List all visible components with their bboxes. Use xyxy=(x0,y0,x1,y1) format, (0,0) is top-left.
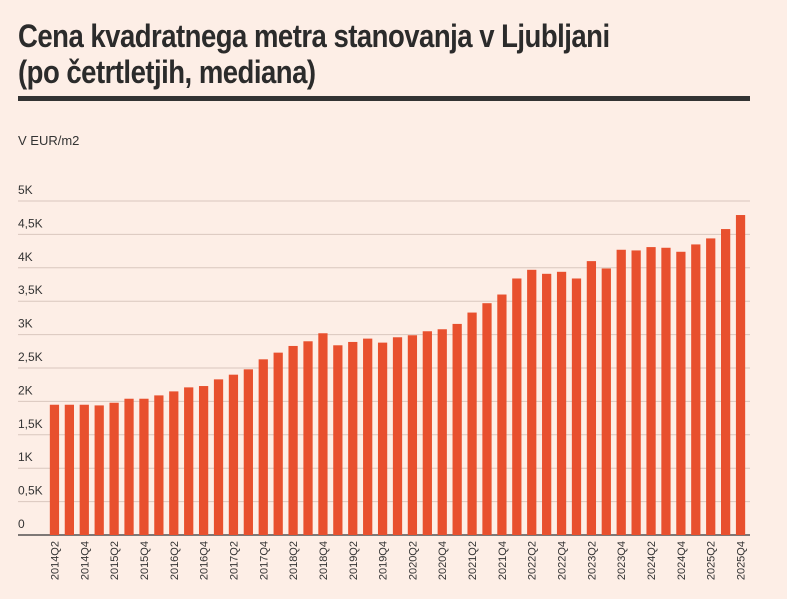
x-tick-label: 2019Q4 xyxy=(378,541,390,580)
bar-2020Q2 xyxy=(407,335,418,535)
bar-2025Q1 xyxy=(691,244,701,536)
bar-2020Q4 xyxy=(437,329,447,535)
bar-2015Q1 xyxy=(94,405,104,535)
y-tick-label: 2K xyxy=(18,383,33,397)
x-tick-label: 2015Q2 xyxy=(109,541,121,580)
x-tick-label: 2022Q4 xyxy=(557,541,569,580)
bar-2019Q4 xyxy=(377,342,388,535)
y-tick-label: 3,5K xyxy=(18,283,43,297)
bar-2021Q2 xyxy=(467,312,477,535)
bar-2016Q1 xyxy=(154,395,164,535)
y-tick-label: 4K xyxy=(18,250,33,264)
bars xyxy=(49,215,746,536)
bar-2019Q3 xyxy=(363,338,373,535)
y-tick-label: 0,5K xyxy=(18,484,43,498)
bar-2021Q1 xyxy=(452,323,462,535)
bar-2019Q2 xyxy=(348,341,358,535)
bar-2022Q1 xyxy=(512,278,522,535)
x-tick-label: 2025Q4 xyxy=(736,541,748,580)
bar-2024Q2 xyxy=(646,247,656,535)
x-tick-label: 2014Q2 xyxy=(49,541,61,580)
x-tick-label: 2020Q4 xyxy=(437,541,449,580)
bar-2023Q4 xyxy=(616,249,626,535)
x-tick-label: 2024Q4 xyxy=(676,541,688,580)
bar-2017Q4 xyxy=(258,359,268,535)
x-axis-tick-labels: 2014Q2 2014Q4 2015Q2 2015Q4 2016Q2 2016Q4 2017… xyxy=(49,541,747,580)
x-tick-label: 2020Q2 xyxy=(407,541,419,580)
y-tick-label: 2,5K xyxy=(18,350,43,364)
bar-2025Q4 xyxy=(735,215,746,535)
x-tick-label: 2022Q2 xyxy=(527,541,539,580)
x-tick-label: 2017Q2 xyxy=(228,541,240,580)
bar-2015Q2 xyxy=(109,402,119,535)
x-tick-label: 2016Q2 xyxy=(169,541,181,580)
bar-2017Q1 xyxy=(213,379,224,535)
bar-2024Q4 xyxy=(676,251,686,535)
bar-2019Q1 xyxy=(333,345,343,535)
x-tick-label: 2019Q2 xyxy=(348,541,360,580)
y-tick-label: 1,5K xyxy=(18,417,43,431)
bar-2023Q3 xyxy=(601,268,611,535)
x-tick-label: 2024Q2 xyxy=(646,541,658,580)
bar-2020Q3 xyxy=(422,331,432,535)
bar-2022Q2 xyxy=(527,269,537,535)
x-tick-label: 2015Q4 xyxy=(139,541,151,580)
bar-2018Q1 xyxy=(273,352,283,535)
y-tick-label: 4,5K xyxy=(18,216,43,230)
bar-2014Q4 xyxy=(79,404,89,535)
x-tick-label: 2021Q2 xyxy=(467,541,479,580)
bar-2016Q2 xyxy=(169,391,179,535)
bar-2023Q1 xyxy=(571,278,582,535)
x-tick-label: 2014Q4 xyxy=(79,541,91,580)
y-tick-label: 3K xyxy=(18,317,33,331)
x-tick-label: 2021Q4 xyxy=(497,541,509,580)
x-tick-label: 2023Q4 xyxy=(616,541,628,580)
bar-2024Q3 xyxy=(661,247,671,535)
bar-2022Q3 xyxy=(542,273,552,535)
x-tick-label: 2018Q4 xyxy=(318,541,330,580)
bar-2021Q3 xyxy=(482,303,492,535)
bar-2020Q1 xyxy=(392,337,403,535)
y-tick-label: 0 xyxy=(18,517,25,531)
bar-2025Q3 xyxy=(721,229,731,535)
bar-2015Q3 xyxy=(124,398,134,535)
bar-2025Q2 xyxy=(706,238,716,535)
y-axis-tick-labels: 0 0,5K 1K 1,5K 2K 2,5K 3K 3,5K 4K 4,5K 5K xyxy=(18,183,43,531)
y-tick-label: 1K xyxy=(18,450,33,464)
bar-2017Q2 xyxy=(228,374,239,535)
x-tick-label: 2025Q2 xyxy=(706,541,718,580)
x-tick-label: 2016Q4 xyxy=(199,541,211,580)
bar-2023Q2 xyxy=(586,261,597,535)
x-tick-label: 2018Q2 xyxy=(288,541,300,580)
bar-2022Q4 xyxy=(556,271,567,535)
chart-title: Cena kvadratnega metra stanovanja v Ljub… xyxy=(18,18,610,90)
bar-2015Q4 xyxy=(139,398,149,535)
y-axis-unit-label: V EUR/m2 xyxy=(18,133,80,148)
bar-2021Q4 xyxy=(497,294,507,535)
bar-2018Q2 xyxy=(288,345,298,535)
title-divider xyxy=(18,96,750,101)
bar-2017Q3 xyxy=(243,369,253,535)
bar-2018Q4 xyxy=(318,333,328,535)
y-tick-label: 5K xyxy=(18,183,33,197)
x-tick-label: 2017Q4 xyxy=(258,541,270,580)
bar-2016Q3 xyxy=(184,387,194,535)
bar-2016Q4 xyxy=(198,386,209,535)
x-tick-label: 2023Q2 xyxy=(586,541,598,580)
bar-2024Q1 xyxy=(631,250,641,535)
bar-2018Q3 xyxy=(303,341,313,535)
bar-2014Q2 xyxy=(49,404,60,535)
bar-2014Q3 xyxy=(64,404,74,535)
